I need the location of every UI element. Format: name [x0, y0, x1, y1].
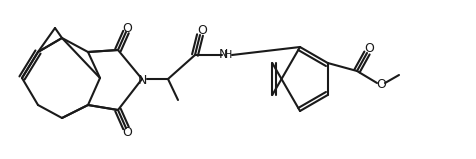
Text: O: O	[122, 125, 132, 138]
Text: O: O	[375, 79, 385, 91]
Text: H: H	[223, 50, 232, 60]
Text: O: O	[197, 24, 207, 37]
Text: O: O	[363, 41, 373, 55]
Text: N: N	[137, 73, 147, 86]
Text: N: N	[218, 48, 227, 61]
Text: O: O	[122, 21, 132, 35]
